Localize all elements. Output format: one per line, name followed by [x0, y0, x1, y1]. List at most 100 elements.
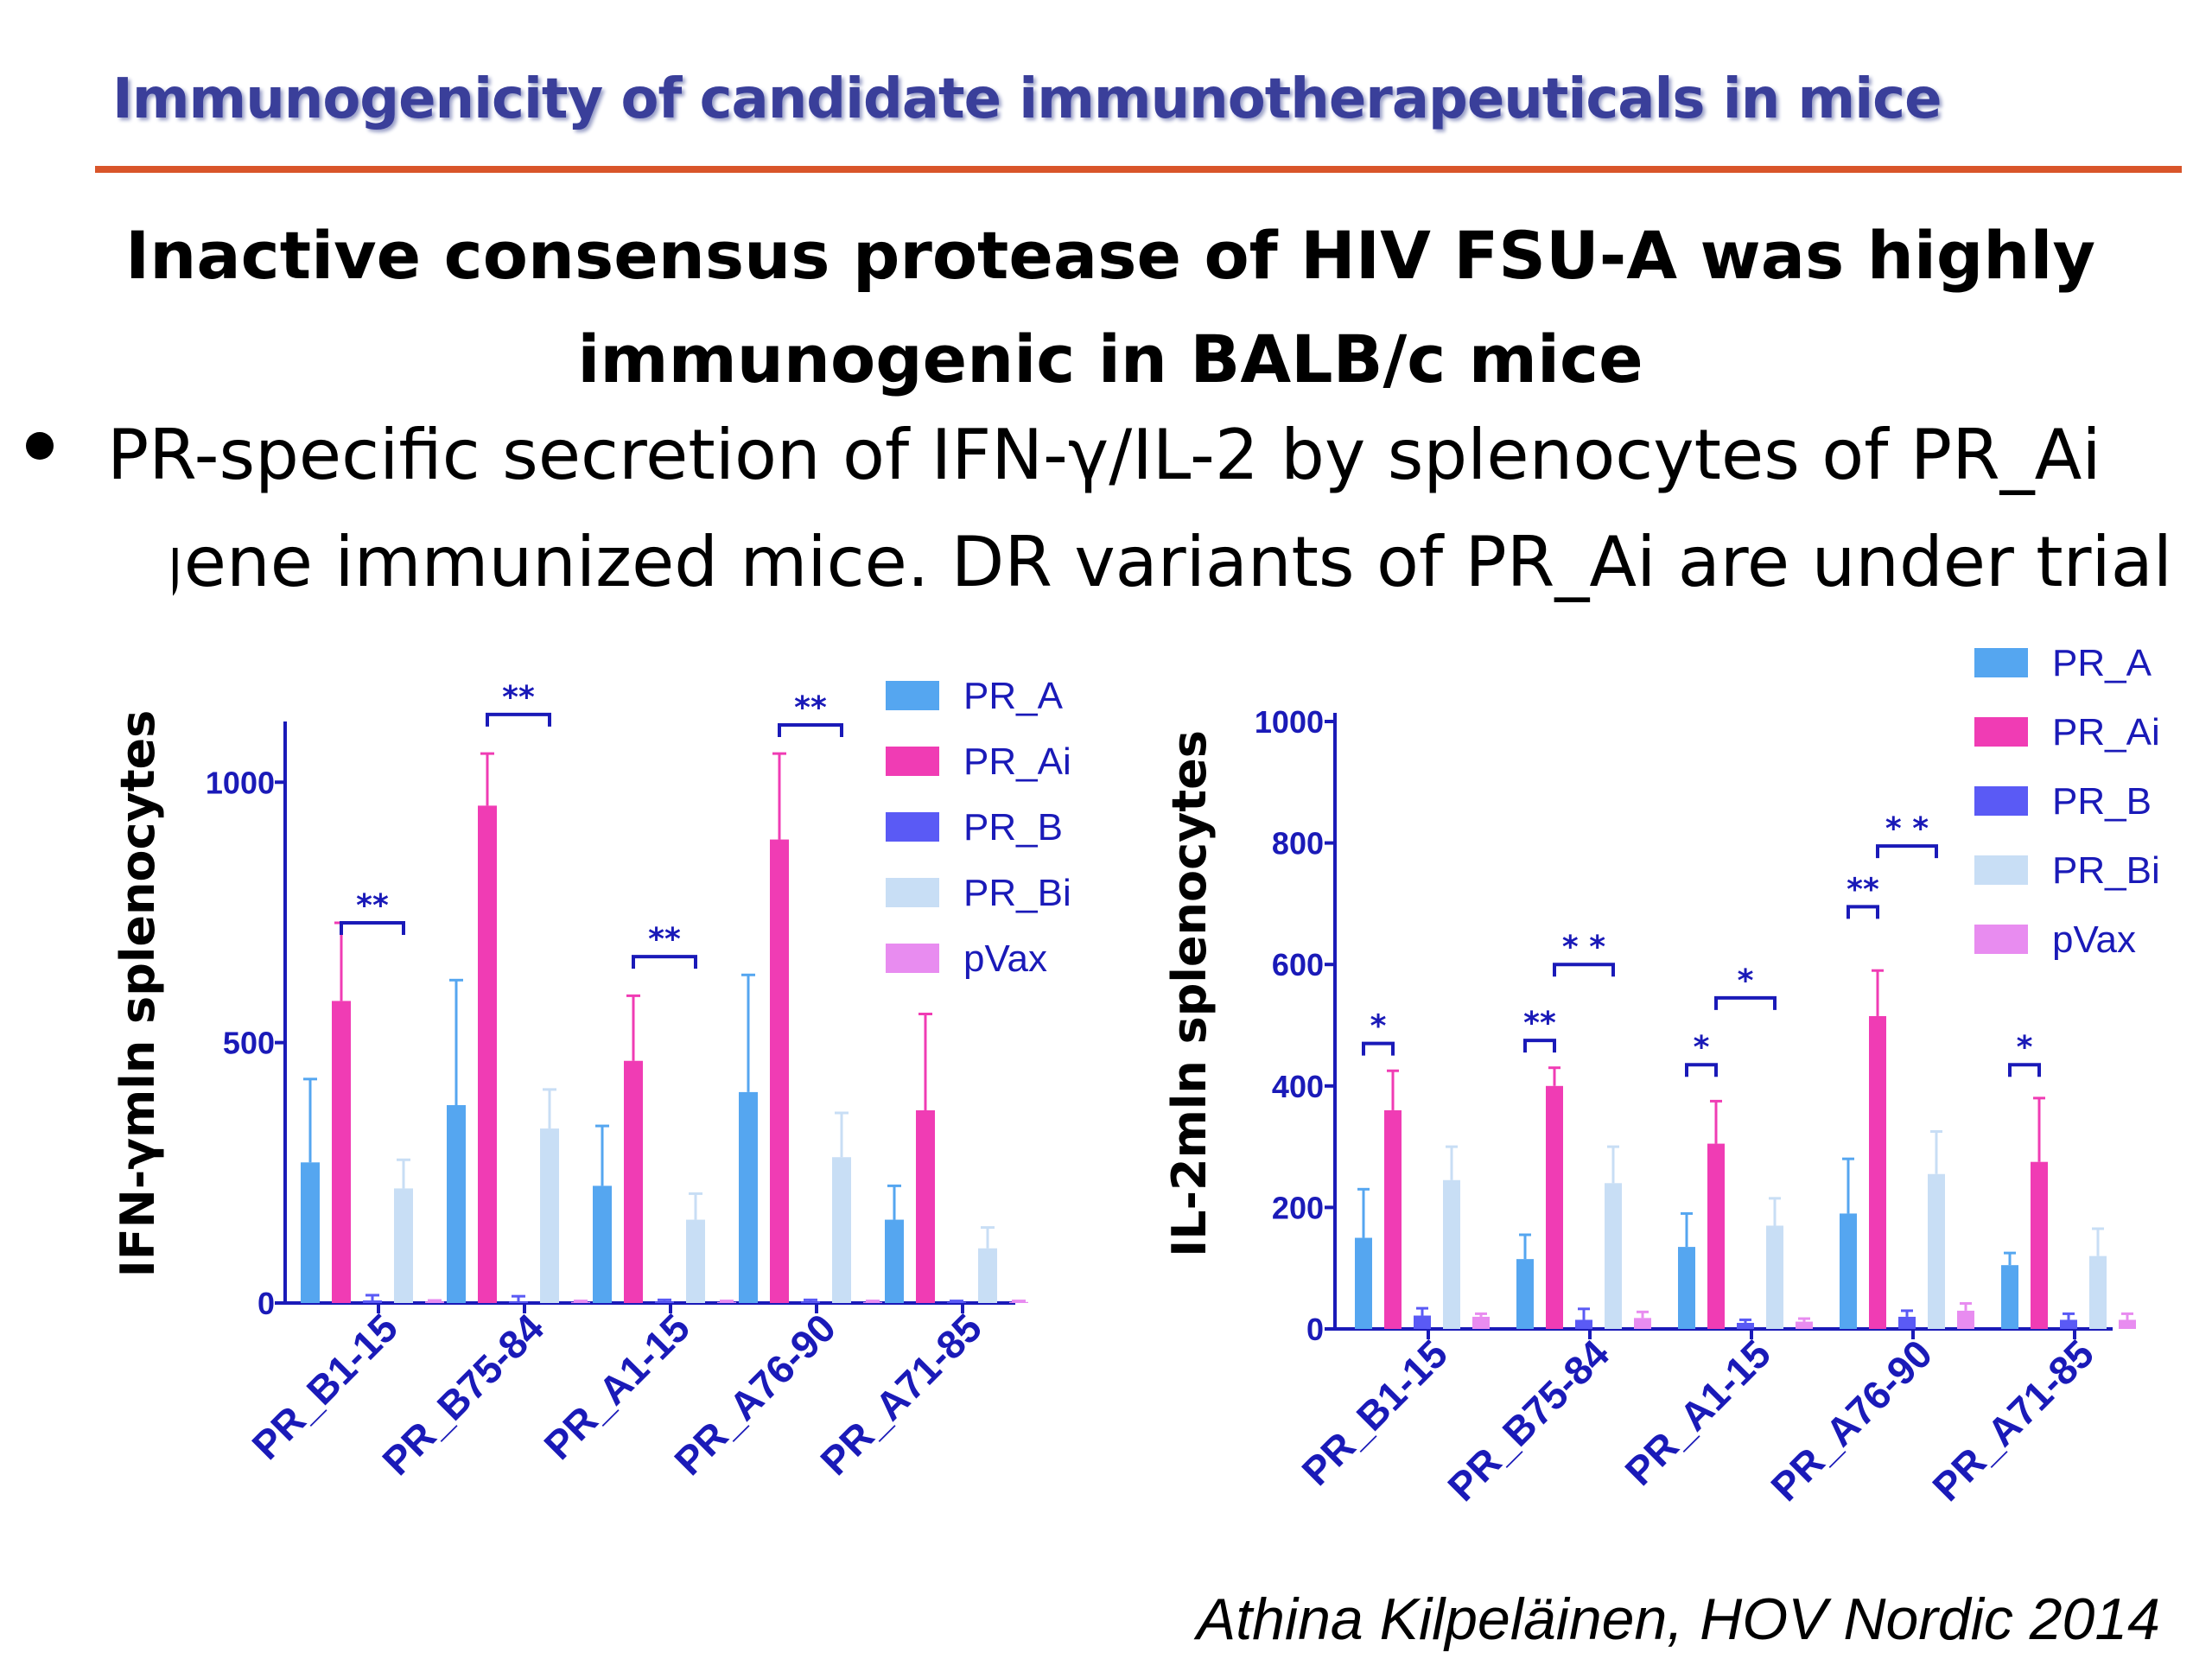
significance-bracket — [632, 955, 697, 969]
significance-label: ** — [1847, 872, 1879, 907]
il2-chart: 0 200 400 600 800 1000 IL-2mln splenocytes PR_B… — [1162, 642, 2160, 1510]
legend-swatch — [886, 944, 939, 973]
bar-PR_Bi — [540, 1128, 559, 1303]
bar-pVax — [571, 1301, 590, 1303]
bar-PR_Bi — [1766, 1225, 1783, 1329]
bar-PR_B — [655, 1301, 674, 1303]
bar-pVax — [863, 1301, 882, 1303]
y-tick-label: 1000 — [1255, 704, 1324, 740]
bar-PR_Ai — [1384, 1109, 1402, 1329]
legend-swatch — [1974, 717, 2028, 747]
legend-label: PR_B — [2052, 780, 2152, 823]
significance-label: ** — [356, 888, 389, 924]
significance-label: * — [2017, 1030, 2033, 1065]
significance-bracket — [778, 722, 843, 737]
legend-swatch — [886, 747, 939, 776]
significance-bracket — [1847, 905, 1879, 919]
bar-PR_Bi — [1605, 1183, 1622, 1329]
bar-pVax — [1634, 1318, 1651, 1329]
legend-label: pVax — [963, 938, 1047, 980]
y-tick-label: 200 — [1272, 1190, 1324, 1225]
significance-label: * * — [1562, 930, 1605, 965]
bullet-text-line-1: PR-specific secretion of IFN-γ/IL-2 by s… — [107, 415, 2101, 495]
y-tick-label: 800 — [1272, 826, 1324, 861]
bar-pVax — [2119, 1319, 2136, 1329]
bar-PR_A — [1355, 1237, 1372, 1329]
y-tick-label: 400 — [1272, 1069, 1324, 1104]
bar-PR_Ai — [2031, 1161, 2048, 1329]
legend-swatch — [886, 812, 939, 842]
bar-PR_Ai — [478, 805, 497, 1303]
bar-PR_Bi — [1443, 1179, 1460, 1329]
bar-PR_A — [2001, 1265, 2018, 1329]
bullet-icon — [26, 432, 54, 460]
significance-bracket — [486, 712, 551, 727]
bar-PR_A — [1516, 1259, 1534, 1329]
significance-label: ** — [648, 922, 681, 957]
significance-label: * — [1738, 963, 1754, 999]
legend-label: PR_B — [963, 806, 1063, 849]
significance-bracket — [1523, 1039, 1556, 1053]
title-rule — [95, 166, 2182, 173]
bar-PR_B — [801, 1301, 820, 1303]
significance-label: * — [1370, 1009, 1387, 1045]
bar-pVax — [1957, 1310, 1974, 1329]
bar-pVax — [425, 1301, 444, 1303]
bar-PR_Ai — [770, 839, 789, 1303]
slide-title: Immunogenicity of candidate immunotherap… — [112, 67, 1942, 131]
bar-PR_Bi — [686, 1219, 705, 1303]
significance-bracket — [1685, 1063, 1718, 1077]
bar-PR_A — [447, 1104, 466, 1303]
significance-label: ** — [1523, 1006, 1556, 1041]
bar-PR_B — [1414, 1315, 1431, 1329]
category-label: PR_A1-15 — [1616, 1331, 1779, 1494]
category-label: PR_B75-84 — [1439, 1331, 1618, 1510]
bar-pVax — [1472, 1316, 1490, 1329]
y-tick-label: 0 — [1306, 1312, 1324, 1347]
bar-PR_A — [301, 1162, 320, 1303]
legend-label: PR_Bi — [2052, 849, 2160, 892]
significance-label: ** — [502, 680, 535, 715]
bar-PR_Bi — [832, 1157, 851, 1303]
legend-label: PR_A — [2052, 642, 2152, 684]
bar-PR_Ai — [1707, 1143, 1725, 1329]
legend-swatch — [886, 878, 939, 907]
legend-swatch — [1974, 786, 2028, 816]
bar-PR_Bi — [2089, 1255, 2107, 1329]
bar-PR_A — [739, 1091, 758, 1303]
significance-label: * * — [1885, 811, 1929, 847]
bar-PR_Ai — [916, 1109, 935, 1303]
category-label: PR_A71-85 — [1923, 1331, 2102, 1510]
headline: Inactive consensus protease of HIV FSU-A… — [125, 217, 2095, 397]
bar-PR_Ai — [332, 1001, 351, 1303]
y-tick-label: 500 — [223, 1026, 275, 1061]
significance-bracket — [1876, 844, 1938, 859]
bar-PR_A — [1678, 1247, 1695, 1329]
y-tick-label: 0 — [257, 1286, 275, 1321]
legend-swatch — [886, 681, 939, 710]
bullet-text-line-2: gene immunized mice. DR variants of PR_A… — [173, 522, 2186, 602]
legend-label: pVax — [2052, 918, 2136, 961]
bar-PR_B — [1737, 1322, 1754, 1329]
bar-PR_A — [593, 1185, 612, 1303]
legend-swatch — [1974, 925, 2028, 954]
y-axis-label: IL-2mln splenocytes — [1162, 730, 1217, 1257]
category-label: PR_A76-90 — [1762, 1331, 1941, 1510]
significance-bracket — [2008, 1063, 2041, 1077]
legend-swatch — [1974, 648, 2028, 677]
bar-pVax — [717, 1301, 736, 1303]
bar-pVax — [1009, 1301, 1028, 1303]
bullet-text-line-2-content: gene immunized mice. DR variants of PR_A… — [173, 522, 2173, 602]
significance-bracket — [1362, 1041, 1395, 1056]
significance-bracket — [1714, 995, 1777, 1010]
legend-swatch — [1974, 855, 2028, 885]
significance-bracket — [1553, 963, 1615, 977]
bar-PR_Ai — [1869, 1015, 1886, 1329]
bar-PR_B — [363, 1300, 382, 1303]
bar-PR_B — [947, 1301, 966, 1303]
bar-PR_A — [1840, 1213, 1857, 1329]
credit: Athina Kilpeläinen, HOV Nordic 2014 — [1196, 1586, 2160, 1652]
bar-PR_Bi — [394, 1188, 413, 1303]
bar-PR_B — [1898, 1316, 1916, 1329]
